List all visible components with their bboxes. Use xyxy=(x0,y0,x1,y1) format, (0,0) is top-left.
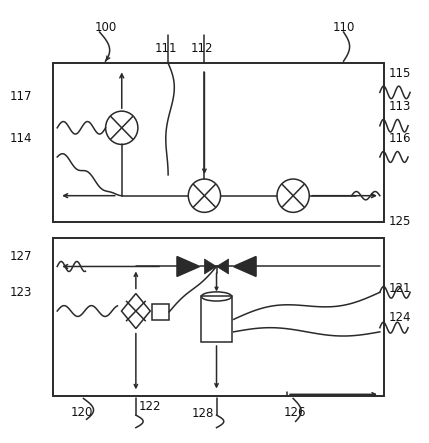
Bar xyxy=(53,63,384,221)
Text: 122: 122 xyxy=(139,400,161,413)
Bar xyxy=(201,296,232,342)
Bar xyxy=(53,238,384,396)
Polygon shape xyxy=(233,256,256,276)
Text: 126: 126 xyxy=(284,406,306,419)
Text: 121: 121 xyxy=(389,282,411,295)
Polygon shape xyxy=(204,259,217,274)
Text: 125: 125 xyxy=(389,215,411,228)
Polygon shape xyxy=(121,294,150,329)
Text: 100: 100 xyxy=(94,21,117,35)
Text: 117: 117 xyxy=(10,90,32,103)
Text: 115: 115 xyxy=(389,67,411,80)
Text: 127: 127 xyxy=(10,250,32,264)
Text: 111: 111 xyxy=(155,42,177,55)
Text: 112: 112 xyxy=(191,42,214,55)
Text: 128: 128 xyxy=(191,407,214,420)
Text: 124: 124 xyxy=(389,311,411,324)
Bar xyxy=(152,303,169,320)
Text: 116: 116 xyxy=(389,132,411,145)
Polygon shape xyxy=(217,259,229,274)
Text: 120: 120 xyxy=(70,406,93,419)
Polygon shape xyxy=(177,256,199,276)
Text: 123: 123 xyxy=(10,286,32,299)
Text: 113: 113 xyxy=(389,101,411,113)
Text: 114: 114 xyxy=(10,132,32,145)
Text: 110: 110 xyxy=(332,21,355,35)
